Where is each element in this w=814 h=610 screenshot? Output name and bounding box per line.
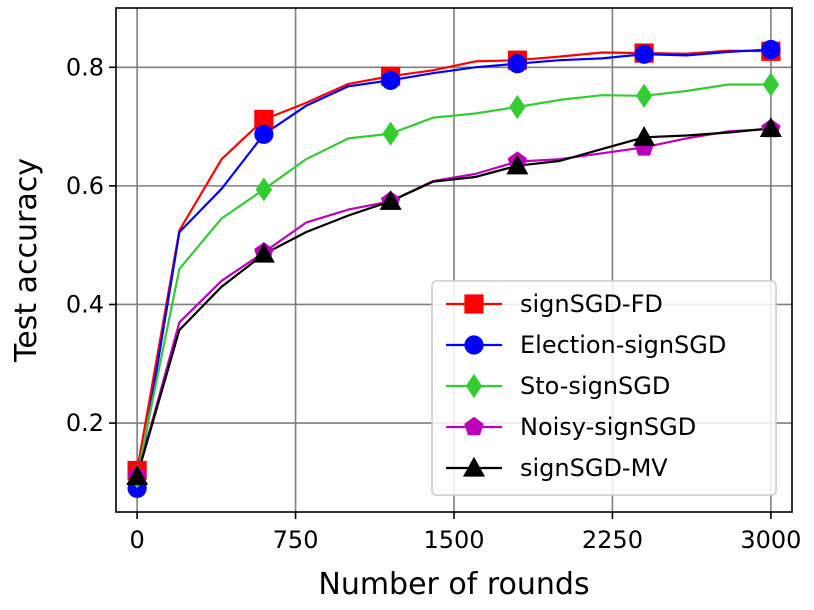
x-tick-label: 1500 xyxy=(423,526,484,554)
x-tick-label: 2250 xyxy=(582,526,643,554)
series-line-sto-signsgd xyxy=(136,83,771,477)
data-point-sto-signsgd xyxy=(255,177,273,202)
y-tick-label: 0.6 xyxy=(66,172,104,200)
data-point-sto-signsgd xyxy=(762,72,780,97)
legend-box xyxy=(431,280,777,496)
data-point-sto-signsgd xyxy=(509,94,526,120)
data-point-election-signsgd xyxy=(254,124,274,144)
data-point-sto-signsgd xyxy=(635,83,653,108)
y-tick-label: 0.8 xyxy=(66,53,104,81)
legend-label: signSGD-MV xyxy=(520,454,668,482)
legend-label: Sto-signSGD xyxy=(520,372,670,400)
series-markers xyxy=(126,39,782,498)
data-point-signsgd-mv xyxy=(506,154,529,175)
data-point-election-signsgd xyxy=(381,70,401,90)
legend-marker xyxy=(462,456,486,477)
x-tick-label: 0 xyxy=(129,526,144,554)
legend-label: Noisy-signSGD xyxy=(520,413,696,441)
data-point-sto-signsgd xyxy=(382,121,399,146)
legend-marker xyxy=(465,373,483,399)
data-point-signsgd-mv xyxy=(126,465,149,486)
series-line-signsgd-mv xyxy=(136,127,772,477)
legend-label: Election-signSGD xyxy=(520,331,726,359)
legend-marker xyxy=(464,335,484,355)
x-tick-label: 3000 xyxy=(740,526,801,554)
legend-marker xyxy=(464,294,484,314)
data-point-election-signsgd xyxy=(761,39,781,60)
data-point-signsgd-mv xyxy=(252,242,275,263)
axis-ticks: 0 750 1500 2250 3000 0.2 0.4 0.6 0.8 xyxy=(66,53,802,554)
legend: signSGD-FD Election-signSGD Sto-signSGD Noi… xyxy=(431,280,777,496)
data-point-signsgd-mv xyxy=(759,117,782,137)
legend-label: signSGD-FD xyxy=(520,290,663,318)
data-point-signsgd-mv xyxy=(633,126,656,146)
series-lines xyxy=(136,48,772,489)
data-point-election-signsgd xyxy=(507,54,527,74)
series-line-signsgd-fd xyxy=(136,49,771,471)
legend-marker xyxy=(464,416,484,436)
data-point-election-signsgd xyxy=(634,44,654,64)
series-line-election-signsgd xyxy=(136,48,771,489)
y-axis-label: Test accuracy xyxy=(9,158,44,363)
series-line-noisy-signsgd xyxy=(136,127,771,477)
x-axis-label: Number of rounds xyxy=(318,567,589,602)
y-tick-label: 0.4 xyxy=(66,290,104,318)
y-tick-label: 0.2 xyxy=(66,409,104,437)
data-point-signsgd-mv xyxy=(379,190,402,210)
x-tick-label: 750 xyxy=(273,526,319,554)
